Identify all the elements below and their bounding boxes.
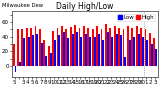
Bar [54,40,56,66]
Bar [92,29,94,66]
Bar [89,37,91,66]
Bar [21,29,23,66]
Bar [50,53,52,66]
Bar [107,32,109,66]
Bar [103,40,104,66]
Bar [76,32,78,66]
Bar [52,31,54,66]
Bar [101,29,103,66]
Bar [36,34,38,66]
Bar [140,28,142,66]
Bar [61,26,63,66]
Bar [124,57,126,66]
Bar [28,37,30,66]
Bar [59,35,60,66]
Bar [88,28,89,66]
Bar [83,26,85,66]
Bar [123,29,124,66]
Bar [136,26,138,66]
Bar [41,43,43,66]
Bar [155,49,157,66]
Title: Daily High/Low: Daily High/Low [56,2,114,11]
Bar [149,33,151,66]
Bar [96,26,98,66]
Bar [153,38,155,66]
Bar [79,28,80,66]
Bar [72,34,74,66]
Bar [114,26,116,66]
Bar [67,38,69,66]
Bar [105,24,107,66]
Bar [23,38,25,66]
Bar [63,32,65,66]
Bar [65,29,67,66]
Bar [127,26,129,66]
Bar [57,28,59,66]
Bar [131,28,133,66]
Bar [30,28,32,66]
Bar [138,34,140,66]
Bar [70,27,72,66]
Bar [129,40,131,66]
Bar [142,37,144,66]
Text: Milwaukee Dew: Milwaukee Dew [2,3,43,8]
Bar [35,26,36,66]
Bar [32,35,34,66]
Bar [146,40,148,66]
Bar [151,44,153,66]
Bar [15,66,16,72]
Bar [19,62,21,66]
Bar [133,37,135,66]
Bar [13,44,15,66]
Bar [26,28,28,66]
Bar [44,40,45,66]
Bar [45,56,47,66]
Bar [120,35,122,66]
Bar [145,29,146,66]
Bar [118,28,120,66]
Legend: Low, High: Low, High [117,14,155,21]
Bar [39,29,41,66]
Bar [109,28,111,66]
Bar [17,29,19,66]
Bar [85,34,87,66]
Bar [116,34,118,66]
Bar [98,34,100,66]
Bar [111,37,113,66]
Bar [74,25,76,66]
Bar [80,37,82,66]
Bar [48,46,50,66]
Bar [94,37,96,66]
